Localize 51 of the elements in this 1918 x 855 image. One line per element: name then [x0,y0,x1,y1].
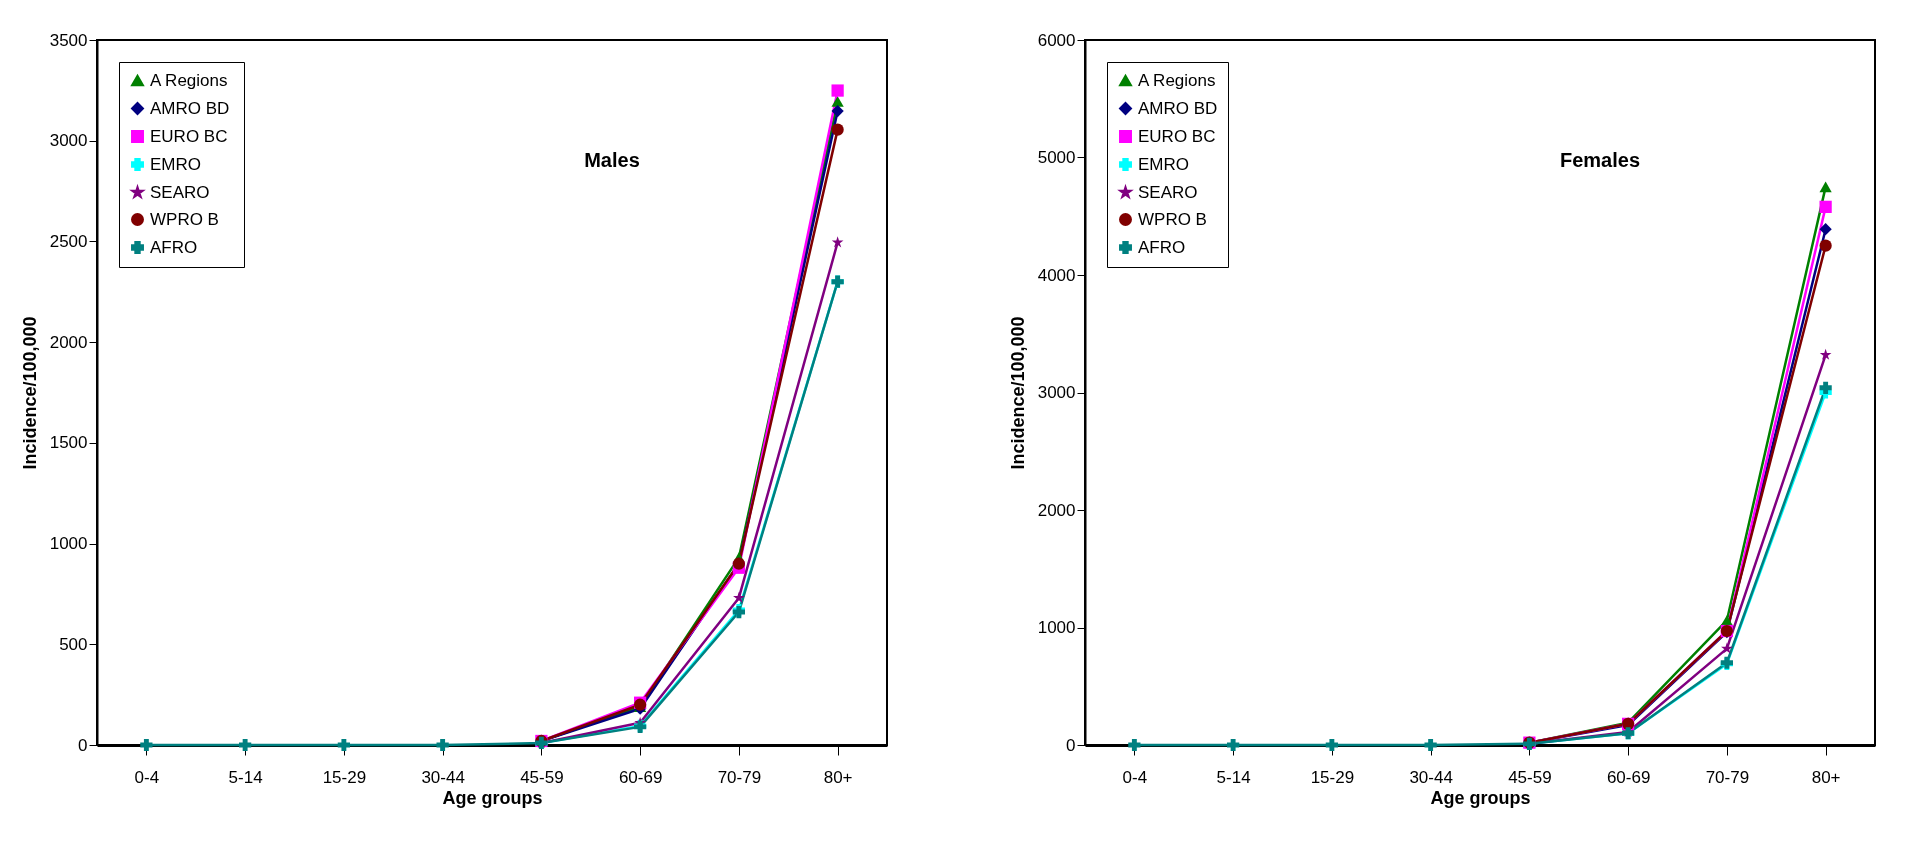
y-axis-title: Incidence/100,000 [1007,316,1028,470]
y-tick-label: 1500 [49,433,88,453]
y-tick-label: 2500 [49,231,88,251]
x-axis-title: Age groups [442,787,543,808]
x-tick-label: 70-79 [717,767,762,787]
legend-label: WPRO B [150,209,219,229]
x-tick-label: 5-14 [1216,767,1251,787]
x-tick-label: 5-14 [228,767,263,787]
y-axis-title: Incidence/100,000 [19,316,40,470]
legend-label: EURO BC [1138,126,1216,146]
y-tick-label: 0 [78,735,88,755]
legend-label: AMRO BD [150,98,230,118]
x-tick-label: 60-69 [618,767,663,787]
legend-label: AFRO [150,237,198,257]
y-tick-label: 3500 [49,30,88,50]
y-tick-label: 2000 [1037,500,1076,520]
x-tick-label: 15-29 [1310,767,1355,787]
y-tick-label: 3000 [1037,383,1076,402]
legend-label: A Regions [150,70,228,90]
y-tick-label: 6000 [1037,30,1076,50]
y-tick-label: 2000 [49,332,88,352]
y-tick-label: 5000 [1037,148,1076,167]
legend-label: WPRO B [1138,209,1207,229]
x-tick-label: 15-29 [322,767,367,787]
x-tick-label: 30-44 [421,767,465,787]
x-tick-label: 80+ [823,767,853,787]
x-tick-label: 80+ [1811,767,1841,787]
x-tick-label: 70-79 [1705,767,1750,787]
legend-label: A Regions [1138,70,1216,90]
x-axis-title: Age groups [1430,787,1531,808]
y-tick-label: 500 [59,634,88,654]
legend-label: AMRO BD [1138,98,1218,118]
x-tick-label: 0-4 [1122,767,1148,787]
x-tick-label: 0-4 [134,767,160,787]
text: Females [1559,149,1641,171]
legend-label: SEARO [150,182,210,202]
text: Males [584,149,640,171]
y-tick-label: 4000 [1037,265,1076,285]
x-tick-label: 45-59 [1508,767,1552,787]
legend-label: EMRO [1138,154,1189,174]
legend-label: EMRO [150,154,201,174]
x-tick-label: 45-59 [520,767,564,787]
legend-label: AFRO [1138,237,1186,257]
y-tick-label: 1000 [1037,618,1076,637]
y-tick-label: 1000 [49,534,88,554]
y-tick-label: 0 [1066,735,1076,755]
y-tick-label: 3000 [49,131,88,151]
legend-label: SEARO [1138,182,1198,202]
legend-label: EURO BC [150,126,228,146]
x-tick-label: 60-69 [1606,767,1651,787]
x-tick-label: 30-44 [1409,767,1453,787]
